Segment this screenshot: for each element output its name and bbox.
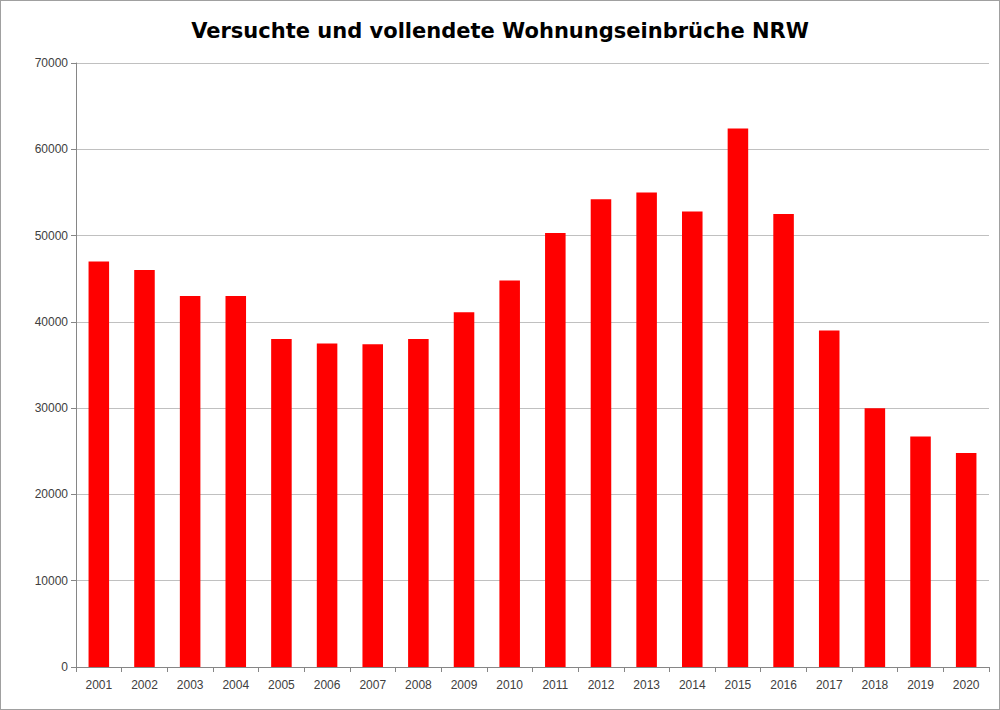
svg-text:2016: 2016	[770, 678, 797, 692]
svg-text:2001: 2001	[85, 678, 112, 692]
svg-text:2006: 2006	[314, 678, 341, 692]
svg-text:2014: 2014	[679, 678, 706, 692]
svg-text:2018: 2018	[862, 678, 889, 692]
svg-text:2003: 2003	[177, 678, 204, 692]
svg-text:70000: 70000	[35, 56, 69, 70]
svg-text:2013: 2013	[633, 678, 660, 692]
svg-text:2020: 2020	[953, 678, 980, 692]
svg-text:2002: 2002	[131, 678, 158, 692]
svg-text:30000: 30000	[35, 401, 69, 415]
svg-text:2009: 2009	[451, 678, 478, 692]
svg-text:10000: 10000	[35, 574, 69, 588]
svg-text:40000: 40000	[35, 315, 69, 329]
svg-text:2005: 2005	[268, 678, 295, 692]
svg-text:2004: 2004	[222, 678, 249, 692]
svg-text:2019: 2019	[907, 678, 934, 692]
svg-text:20000: 20000	[35, 487, 69, 501]
svg-text:2015: 2015	[725, 678, 752, 692]
svg-text:2017: 2017	[816, 678, 843, 692]
svg-text:2008: 2008	[405, 678, 432, 692]
svg-text:2011: 2011	[542, 678, 568, 692]
svg-text:Versuchte und vollendete Wohnu: Versuchte und vollendete Wohnungseinbrüc…	[191, 19, 809, 43]
svg-text:2007: 2007	[359, 678, 386, 692]
svg-text:50000: 50000	[35, 229, 69, 243]
svg-text:2012: 2012	[588, 678, 615, 692]
svg-text:2010: 2010	[496, 678, 523, 692]
svg-text:60000: 60000	[35, 142, 69, 156]
svg-text:0: 0	[61, 660, 68, 674]
